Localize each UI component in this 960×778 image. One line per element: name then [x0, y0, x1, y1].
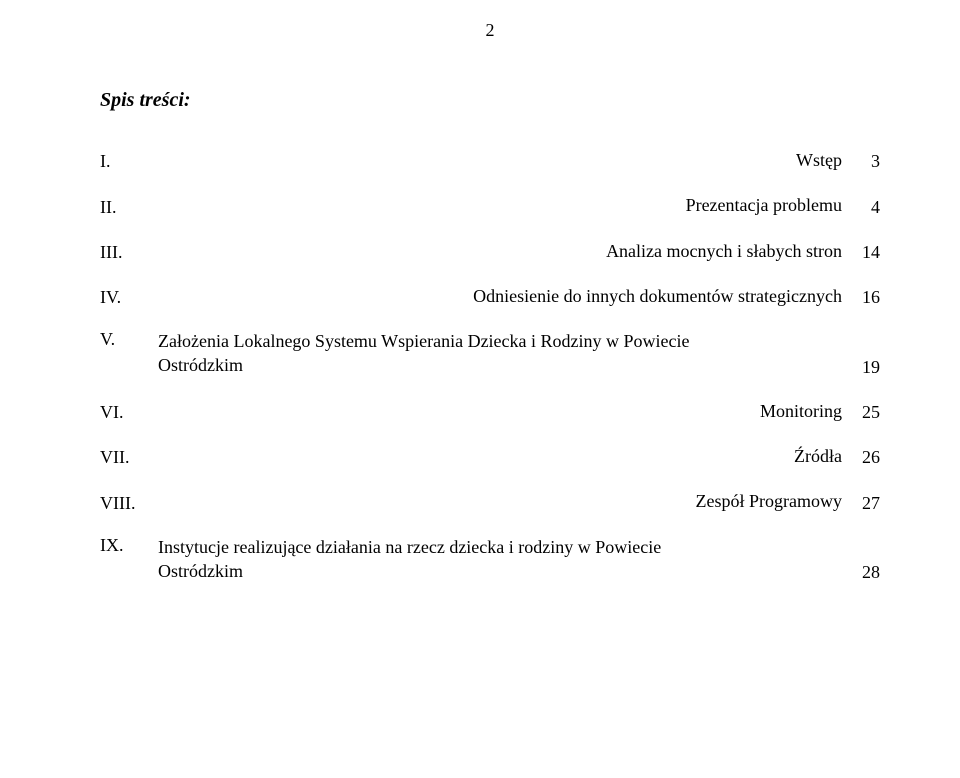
toc-entry-page: 26: [850, 447, 880, 468]
toc-entry-label: Monitoring: [760, 399, 842, 423]
page-number: 2: [100, 20, 880, 41]
toc-entry-page: 19: [850, 357, 880, 378]
toc-entry-label: Wstęp: [796, 148, 842, 172]
toc-entry-label-wrap: Założenia Lokalnego Systemu Wspierania D…: [158, 329, 842, 378]
toc-entry-label: Zespół Programowy: [696, 489, 842, 513]
toc-entry-page: 4: [850, 197, 880, 218]
toc-entry-page: 16: [850, 287, 880, 308]
toc-entry: VII. Źródła 26: [100, 444, 880, 468]
toc-entry-label-line2: Ostródzkim: [158, 353, 243, 377]
toc-entry-last-row: Ostródzkim: [158, 353, 842, 377]
toc-entry-label: Analiza mocnych i słabych stron: [606, 239, 842, 263]
toc-entry-page: 27: [850, 493, 880, 514]
toc-entry-number: II.: [100, 197, 150, 218]
toc-entry: III. Analiza mocnych i słabych stron 14: [100, 239, 880, 263]
toc-entry-label-wrap: Instytucje realizujące działania na rzec…: [158, 535, 842, 584]
toc-entry: IX. Instytucje realizujące działania na …: [100, 535, 880, 584]
toc-entry: I. Wstęp 3: [100, 148, 880, 172]
toc-entry-label-wrap: Źródła: [158, 444, 842, 468]
toc-entry-page: 3: [850, 151, 880, 172]
toc-entry: IV. Odniesienie do innych dokumentów str…: [100, 284, 880, 308]
toc-entry-number: IV.: [100, 287, 150, 308]
toc-entry-number: VIII.: [100, 493, 150, 514]
toc-entry-label: Prezentacja problemu: [686, 193, 842, 217]
toc-entry-number: VII.: [100, 447, 150, 468]
toc-entry: VIII. Zespół Programowy 27: [100, 489, 880, 513]
table-of-contents: I. Wstęp 3 II. Prezentacja problemu 4 II…: [100, 148, 880, 583]
toc-entry-label: Odniesienie do innych dokumentów strateg…: [473, 284, 842, 308]
toc-entry-number: IX.: [100, 535, 150, 556]
toc-entry-label: Źródła: [794, 444, 842, 468]
toc-entry-label-line1: Założenia Lokalnego Systemu Wspierania D…: [158, 329, 842, 353]
toc-entry-label-wrap: Wstęp: [158, 148, 842, 172]
toc-entry-page: 28: [850, 562, 880, 583]
toc-entry-last-row: Ostródzkim: [158, 559, 842, 583]
toc-entry-label-wrap: Analiza mocnych i słabych stron: [158, 239, 842, 263]
toc-entry-number: III.: [100, 242, 150, 263]
toc-entry-label-wrap: Monitoring: [158, 399, 842, 423]
toc-entry: VI. Monitoring 25: [100, 399, 880, 423]
toc-entry-label-line1: Instytucje realizujące działania na rzec…: [158, 535, 842, 559]
toc-entry-page: 25: [850, 402, 880, 423]
toc-entry-number: VI.: [100, 402, 150, 423]
toc-entry: II. Prezentacja problemu 4: [100, 193, 880, 217]
toc-entry-label-wrap: Odniesienie do innych dokumentów strateg…: [158, 284, 842, 308]
toc-entry: V. Założenia Lokalnego Systemu Wspierani…: [100, 329, 880, 378]
document-page: 2 Spis treści: I. Wstęp 3 II. Prezentacj…: [0, 0, 960, 623]
toc-entry-label-line2: Ostródzkim: [158, 559, 243, 583]
toc-entry-page: 14: [850, 242, 880, 263]
toc-entry-label-wrap: Zespół Programowy: [158, 489, 842, 513]
toc-entry-number: I.: [100, 151, 150, 172]
toc-entry-number: V.: [100, 329, 150, 350]
toc-title: Spis treści:: [100, 89, 880, 112]
toc-entry-label-wrap: Prezentacja problemu: [158, 193, 842, 217]
